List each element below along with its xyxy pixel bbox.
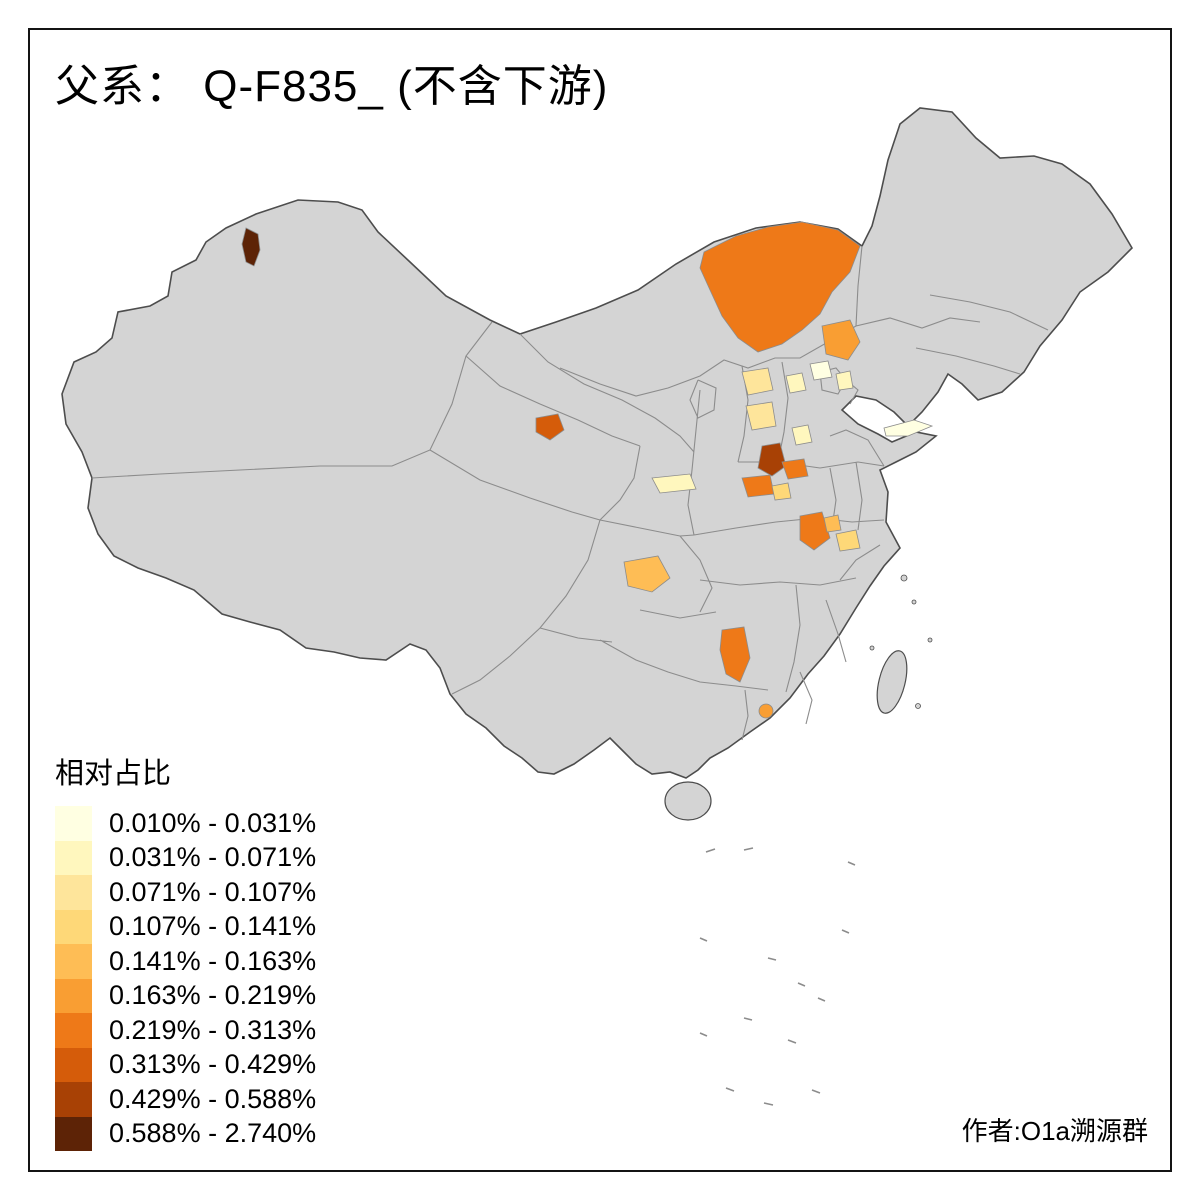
region-patch-gansu-south <box>651 473 697 494</box>
region-patch-hubei-orange <box>799 511 831 551</box>
legend-swatch <box>55 806 92 841</box>
legend-item: 0.141% - 0.163% <box>55 944 316 979</box>
legend-item: 0.313% - 0.429% <box>55 1047 317 1082</box>
coastal-islet <box>900 574 908 582</box>
region-patch-inner-mongolia <box>699 221 861 353</box>
region-patch-shanxi-north <box>741 367 774 396</box>
legend-item: 0.107% - 0.141% <box>55 909 317 944</box>
region-patch-north-xinjiang <box>241 227 261 267</box>
region-patch-sichuan <box>623 555 671 593</box>
legend-label: 0.107% - 0.141% <box>109 911 317 942</box>
legend-swatch <box>55 909 92 944</box>
legend-item: 0.031% - 0.071% <box>55 840 317 875</box>
attribution-text: 作者:O1a溯源群 <box>961 1116 1148 1146</box>
legend-item: 0.588% - 2.740% <box>55 1116 317 1151</box>
legend-label: 0.010% - 0.031% <box>109 807 317 838</box>
legend: 相对占比 0.010% - 0.031% 0.031% - 0.071% 0.071… <box>55 750 316 1151</box>
region-patch-shanxi-mid <box>745 401 777 431</box>
region-patch-hebei-mid <box>785 372 807 394</box>
south-china-sea-marks <box>699 847 856 1106</box>
legend-rows: 0.010% - 0.031% 0.031% - 0.071% 0.071% - 0… <box>55 806 316 1151</box>
legend-item: 0.219% - 0.313% <box>55 1013 316 1048</box>
region-patch-beijing <box>809 360 833 381</box>
region-patch-hebei-south <box>791 424 813 446</box>
legend-label: 0.219% - 0.313% <box>109 1014 317 1045</box>
legend-swatch <box>55 978 92 1013</box>
legend-label: 0.429% - 0.588% <box>109 1083 317 1114</box>
coastal-islet <box>869 645 875 651</box>
legend-item: 0.010% - 0.031% <box>55 806 316 841</box>
coastal-islet <box>915 703 921 709</box>
region-patch-shaanxi-orange <box>781 458 809 480</box>
region-patch-tianjin <box>835 370 854 391</box>
map-title: 父系： Q-F835_ (不含下游) <box>55 62 609 111</box>
region-patch-henan-yellow <box>771 482 792 501</box>
legend-label: 0.071% - 0.107% <box>109 876 317 907</box>
region-patch-shaanxi-dark <box>757 442 787 477</box>
region-patch-hubei-light <box>823 514 842 533</box>
legend-item: 0.071% - 0.107% <box>55 875 316 910</box>
taiwan-island <box>876 650 908 714</box>
region-patch-shandong-tip <box>883 419 934 437</box>
legend-label: 0.031% - 0.071% <box>109 842 317 873</box>
coastal-islet <box>927 637 933 643</box>
legend-label: 0.313% - 0.429% <box>109 1049 317 1080</box>
legend-swatch <box>55 840 92 875</box>
legend-swatch <box>55 1013 92 1048</box>
legend-swatch <box>55 1082 92 1117</box>
region-patch-hubei-east <box>835 529 861 552</box>
region-patch-qinghai <box>535 413 565 441</box>
region-patch-guangdong <box>758 703 774 719</box>
legend-label: 0.163% - 0.219% <box>109 980 317 1011</box>
region-patch-hebei-north <box>821 319 861 361</box>
china-mainland <box>61 107 1134 779</box>
legend-swatch <box>55 1047 92 1082</box>
region-patch-henan-west <box>741 474 775 498</box>
legend-title: 相对占比 <box>55 758 172 790</box>
region-patch-hunan <box>719 626 751 683</box>
legend-swatch <box>55 1116 92 1151</box>
legend-swatch <box>55 875 92 910</box>
coastal-islet <box>911 599 917 605</box>
legend-label: 0.141% - 0.163% <box>109 945 317 976</box>
legend-item: 0.429% - 0.588% <box>55 1082 316 1117</box>
legend-swatch <box>55 944 92 979</box>
legend-label: 0.588% - 2.740% <box>109 1118 317 1149</box>
legend-item: 0.163% - 0.219% <box>55 978 317 1013</box>
hainan-island <box>664 781 712 821</box>
